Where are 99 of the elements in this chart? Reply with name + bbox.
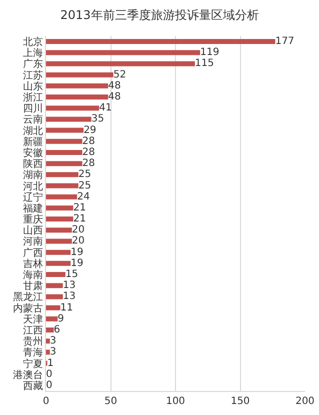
bar <box>46 327 54 332</box>
data-label: 20 <box>72 224 85 236</box>
y-tick-label: 浙江 <box>23 92 43 104</box>
data-label: 25 <box>78 169 92 180</box>
y-tick-label: 广东 <box>23 58 43 70</box>
bar <box>46 94 108 100</box>
y-tick-label: 北京 <box>23 36 43 48</box>
bar <box>46 316 58 322</box>
y-tick-label: 江苏 <box>23 69 43 82</box>
y-tick-label: 西藏 <box>23 380 43 392</box>
x-tick-label: 0 <box>42 396 50 407</box>
y-tick-label: 海南 <box>23 269 43 282</box>
data-label: 21 <box>73 202 86 214</box>
data-label: 19 <box>70 246 84 258</box>
data-label: 15 <box>65 269 78 280</box>
data-label: 24 <box>77 191 90 202</box>
bar <box>46 128 84 133</box>
data-label: 115 <box>194 58 214 70</box>
y-tick-label: 吉林 <box>23 258 43 270</box>
y-tick-label: 云南 <box>23 114 43 126</box>
bar <box>46 72 114 78</box>
bar <box>46 183 78 188</box>
bar <box>46 238 72 244</box>
data-label: 6 <box>54 324 60 336</box>
y-tick-label: 新疆 <box>23 136 43 148</box>
y-tick-label: 上海 <box>23 47 43 60</box>
y-tick-label: 贵州 <box>23 336 43 348</box>
bar <box>46 305 60 310</box>
y-tick-label: 山西 <box>23 224 43 237</box>
data-label: 21 <box>73 214 86 225</box>
data-label: 1 <box>47 358 54 369</box>
bar <box>46 116 92 122</box>
bar <box>46 194 78 200</box>
y-tick-label: 内蒙古 <box>13 302 43 314</box>
bar <box>46 283 63 288</box>
data-label: 13 <box>62 280 76 292</box>
y-tick-label: 天津 <box>23 313 43 326</box>
y-tick-label: 四川 <box>23 102 43 115</box>
bar <box>46 294 63 300</box>
data-label: 35 <box>91 114 104 125</box>
bar <box>46 228 72 233</box>
data-label: 3 <box>50 336 56 347</box>
data-label: 28 <box>82 158 95 170</box>
bar <box>46 338 50 344</box>
data-label: 41 <box>99 102 112 114</box>
bar <box>46 172 78 178</box>
y-tick-label: 青海 <box>23 346 43 359</box>
bar <box>46 39 276 44</box>
y-tick-label: 重庆 <box>23 214 43 226</box>
y-tick-label: 广西 <box>23 246 43 259</box>
y-tick-label: 宁夏 <box>23 358 43 370</box>
bar <box>46 216 74 222</box>
data-label: 177 <box>275 36 294 48</box>
bar <box>46 61 195 66</box>
bar <box>46 50 200 56</box>
bar <box>46 161 82 166</box>
data-label: 20 <box>72 236 85 247</box>
bar <box>46 150 82 155</box>
bar <box>46 350 50 355</box>
bar <box>46 272 66 278</box>
y-tick-label: 湖南 <box>23 169 43 182</box>
data-label: 52 <box>113 69 126 80</box>
data-label: 3 <box>50 346 56 358</box>
data-label: 19 <box>70 258 84 269</box>
bar <box>46 106 100 111</box>
y-tick-label: 辽宁 <box>23 191 43 204</box>
x-tick-label: 200 <box>295 396 315 407</box>
data-label: 0 <box>46 368 52 380</box>
y-tick-label: 陕西 <box>23 158 43 170</box>
x-tick-label: 150 <box>230 396 250 407</box>
y-tick-label: 福建 <box>23 202 43 214</box>
bar <box>46 260 71 266</box>
bar <box>46 83 108 88</box>
data-label: 119 <box>200 47 220 58</box>
data-label: 48 <box>108 80 121 92</box>
data-label: 11 <box>60 302 73 314</box>
y-tick-label: 黑龙江 <box>13 291 43 304</box>
y-tick-label: 甘肃 <box>23 280 43 292</box>
data-label: 29 <box>84 124 96 136</box>
x-tick-label: 50 <box>104 396 118 407</box>
data-label: 0 <box>46 380 52 391</box>
y-tick-label: 山东 <box>23 80 43 92</box>
y-tick-label: 安徽 <box>23 146 43 159</box>
y-tick-label: 湖北 <box>23 124 43 137</box>
data-label: 9 <box>58 313 64 324</box>
x-tick-label: 100 <box>166 396 186 407</box>
data-label: 28 <box>82 136 95 147</box>
bar <box>46 250 71 255</box>
data-label: 28 <box>82 146 95 158</box>
y-tick-label: 河南 <box>23 236 43 248</box>
y-tick-label: 江西 <box>23 324 43 336</box>
y-tick-label: 河北 <box>23 180 43 192</box>
bar <box>46 205 74 210</box>
data-label: 13 <box>62 291 76 302</box>
chart-title: 2013年前三季度旅游投诉量区域分析 <box>60 8 259 22</box>
bar <box>46 138 82 144</box>
data-label: 25 <box>78 180 92 192</box>
y-tick-label: 港澳台 <box>13 368 43 381</box>
data-label: 48 <box>108 92 121 103</box>
